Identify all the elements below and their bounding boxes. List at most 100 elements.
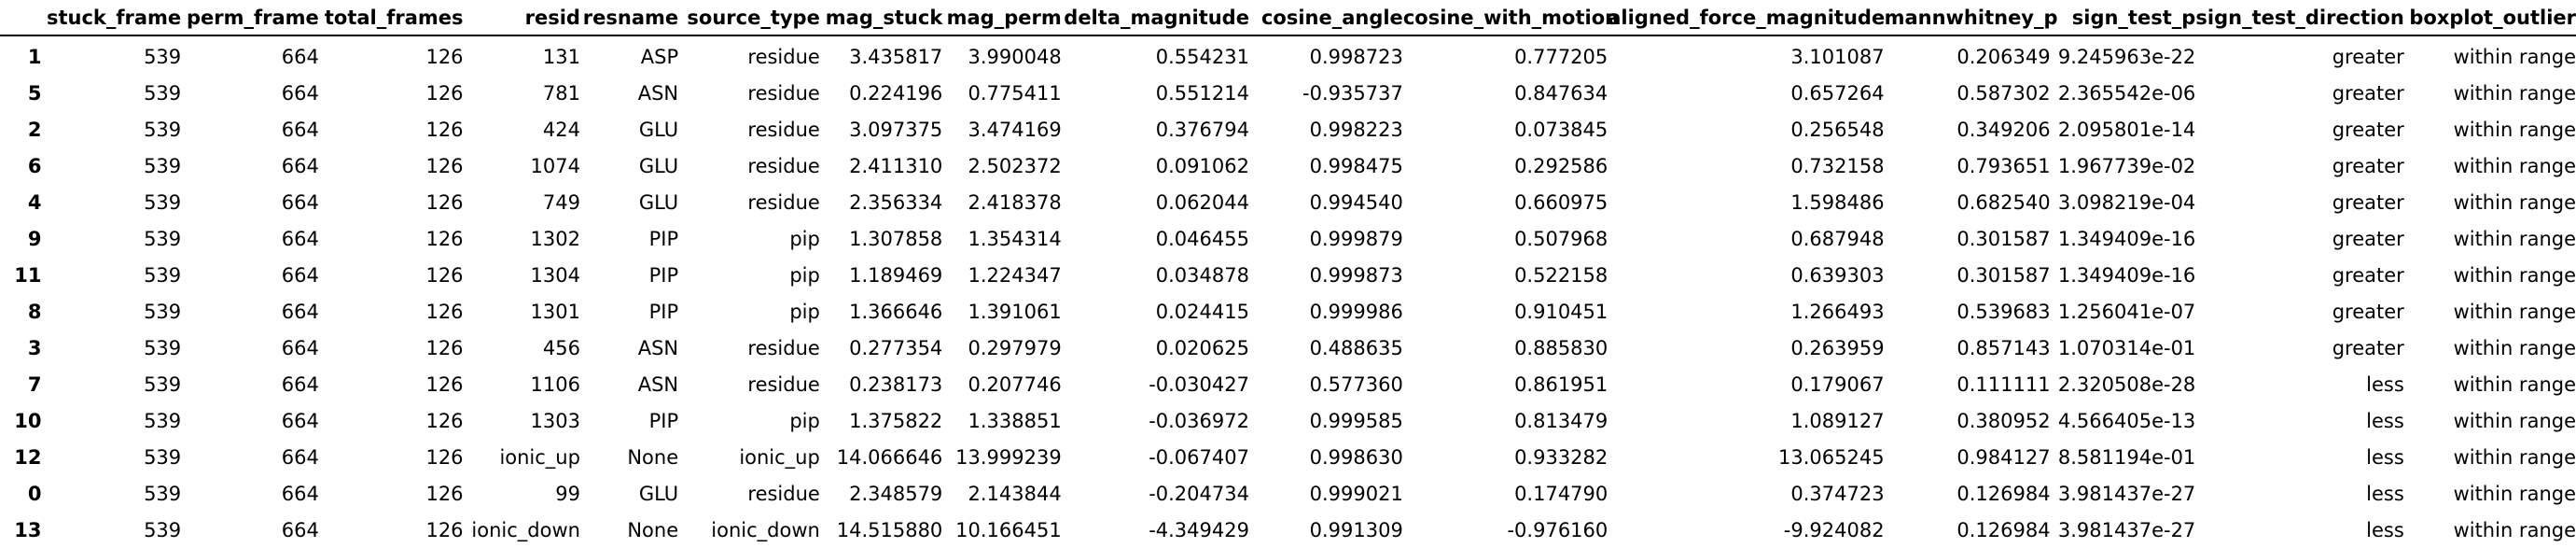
table-cell: 0.126984 <box>1956 518 2051 541</box>
table-cell: greater <box>2332 300 2404 323</box>
table-cell: 0.256548 <box>1790 118 1885 141</box>
table-cell: 13.065245 <box>1778 445 1885 469</box>
table-cell: 0.861951 <box>1514 372 1608 396</box>
table-cell: 664 <box>281 336 319 359</box>
row-index: 6 <box>27 154 42 177</box>
table-row: 13 539 664 126 ionic_down None ionic_down 14.51… <box>0 512 2576 548</box>
table-cell: 1303 <box>530 409 580 432</box>
table-cell: 0.046455 <box>1155 227 1249 250</box>
table-cell: 2.502372 <box>968 154 1062 177</box>
table-cell: GLU <box>638 118 679 141</box>
table-row: 11 539 664 126 1304 PIP pip 1.189469 1.224347 0.0… <box>0 257 2576 293</box>
table-cell: 0.554231 <box>1155 45 1249 68</box>
table-row: 3 539 664 126 456 ASN residue 0.277354 0.297979 0… <box>0 330 2576 366</box>
table-row: 10 539 664 126 1303 PIP pip 1.375822 1.338851 -0.… <box>0 402 2576 439</box>
table-cell: 0.994540 <box>1309 190 1403 214</box>
table-cell: 0.179067 <box>1790 372 1885 396</box>
table-cell: 664 <box>281 81 319 105</box>
table-cell: 0.775411 <box>968 81 1062 105</box>
table-cell: within range <box>2453 445 2576 469</box>
table-cell: 0.999021 <box>1309 482 1403 505</box>
table-cell: residue <box>747 372 820 396</box>
table-cell: 0.682540 <box>1956 190 2051 214</box>
table-cell: 539 <box>144 154 182 177</box>
table-cell: 456 <box>542 336 580 359</box>
table-cell: residue <box>747 45 820 68</box>
table-cell: 0.020625 <box>1155 336 1249 359</box>
row-index: 0 <box>27 482 42 505</box>
table-cell: 1.366646 <box>849 300 943 323</box>
table-cell: 99 <box>555 482 580 505</box>
table-cell: greater <box>2332 45 2404 68</box>
table-cell: 2.365542e-06 <box>2057 81 2196 105</box>
table-cell: ASN <box>637 81 679 105</box>
table-cell: within range <box>2453 81 2576 105</box>
table-cell: 539 <box>144 409 182 432</box>
table-cell: 14.515880 <box>836 518 943 541</box>
table-cell: 126 <box>425 45 464 68</box>
table-cell: 664 <box>281 118 319 141</box>
table-cell: pip <box>789 300 820 323</box>
table-cell: 1302 <box>530 227 580 250</box>
row-index: 8 <box>27 300 42 323</box>
table-cell: 0.091062 <box>1155 154 1249 177</box>
table-cell: 1.189469 <box>849 263 943 287</box>
table-cell: greater <box>2332 263 2404 287</box>
table-cell: 0.292586 <box>1514 154 1608 177</box>
table-cell: 0.991309 <box>1309 518 1403 541</box>
table-cell: 0.024415 <box>1155 300 1249 323</box>
table-cell: within range <box>2453 118 2576 141</box>
table-cell: 1.354314 <box>968 227 1062 250</box>
table-cell: 0.777205 <box>1514 45 1608 68</box>
table-cell: 126 <box>425 372 464 396</box>
table-cell: 10.166451 <box>955 518 1062 541</box>
table-cell: 0.999585 <box>1309 409 1403 432</box>
table-cell: 539 <box>144 518 182 541</box>
table-cell: less <box>2366 372 2404 396</box>
table-cell: 664 <box>281 372 319 396</box>
table-row: 9 539 664 126 1302 PIP pip 1.307858 1.354314 0.04… <box>0 220 2576 257</box>
table-cell: greater <box>2332 154 2404 177</box>
table-cell: 0.933282 <box>1514 445 1608 469</box>
table-cell: within range <box>2453 482 2576 505</box>
table-cell: 126 <box>425 482 464 505</box>
table-cell: 13.999239 <box>955 445 1062 469</box>
table-cell: ASN <box>637 336 679 359</box>
table-cell: greater <box>2332 81 2404 105</box>
table-cell: less <box>2366 482 2404 505</box>
table-cell: 3.097375 <box>849 118 943 141</box>
table-cell: 539 <box>144 81 182 105</box>
table-cell: -9.924082 <box>1783 518 1885 541</box>
table-cell: PIP <box>648 300 679 323</box>
table-cell: 1.338851 <box>968 409 1062 432</box>
table-cell: 3.474169 <box>968 118 1062 141</box>
table-row: 2 539 664 126 424 GLU residue 3.097375 3.474169 0… <box>0 111 2576 148</box>
table-cell: 664 <box>281 154 319 177</box>
table-cell: 539 <box>144 300 182 323</box>
table-cell: pip <box>789 409 820 432</box>
table-cell: 0.551214 <box>1155 81 1249 105</box>
column-header: sign_test_p <box>2050 0 2196 36</box>
table-cell: 1.256041e-07 <box>2057 300 2196 323</box>
table-cell: -0.204734 <box>1149 482 1249 505</box>
table-cell: greater <box>2332 227 2404 250</box>
table-cell: 664 <box>281 190 319 214</box>
table-cell: within range <box>2453 518 2576 541</box>
table-cell: within range <box>2453 263 2576 287</box>
table-cell: 0.277354 <box>849 336 943 359</box>
table-row: 12 539 664 126 ionic_up None ionic_up 14.066646… <box>0 439 2576 475</box>
table-cell: within range <box>2453 300 2576 323</box>
table-cell: 8.581194e-01 <box>2057 445 2196 469</box>
table-cell: PIP <box>648 409 679 432</box>
table-cell: 2.348579 <box>849 482 943 505</box>
table-cell: 1301 <box>530 300 580 323</box>
table-cell: 539 <box>144 445 182 469</box>
table-cell: 0.793651 <box>1956 154 2051 177</box>
table-row: 7 539 664 126 1106 ASN residue 0.238173 0.207746… <box>0 366 2576 402</box>
table-row: 1 539 664 126 131 ASP residue 3.435817 3.990048 0… <box>0 35 2576 75</box>
table-cell: within range <box>2453 45 2576 68</box>
table-cell: 0.507968 <box>1514 227 1608 250</box>
table-cell: 0.857143 <box>1956 336 2051 359</box>
table-cell: within range <box>2453 227 2576 250</box>
table-cell: residue <box>747 118 820 141</box>
